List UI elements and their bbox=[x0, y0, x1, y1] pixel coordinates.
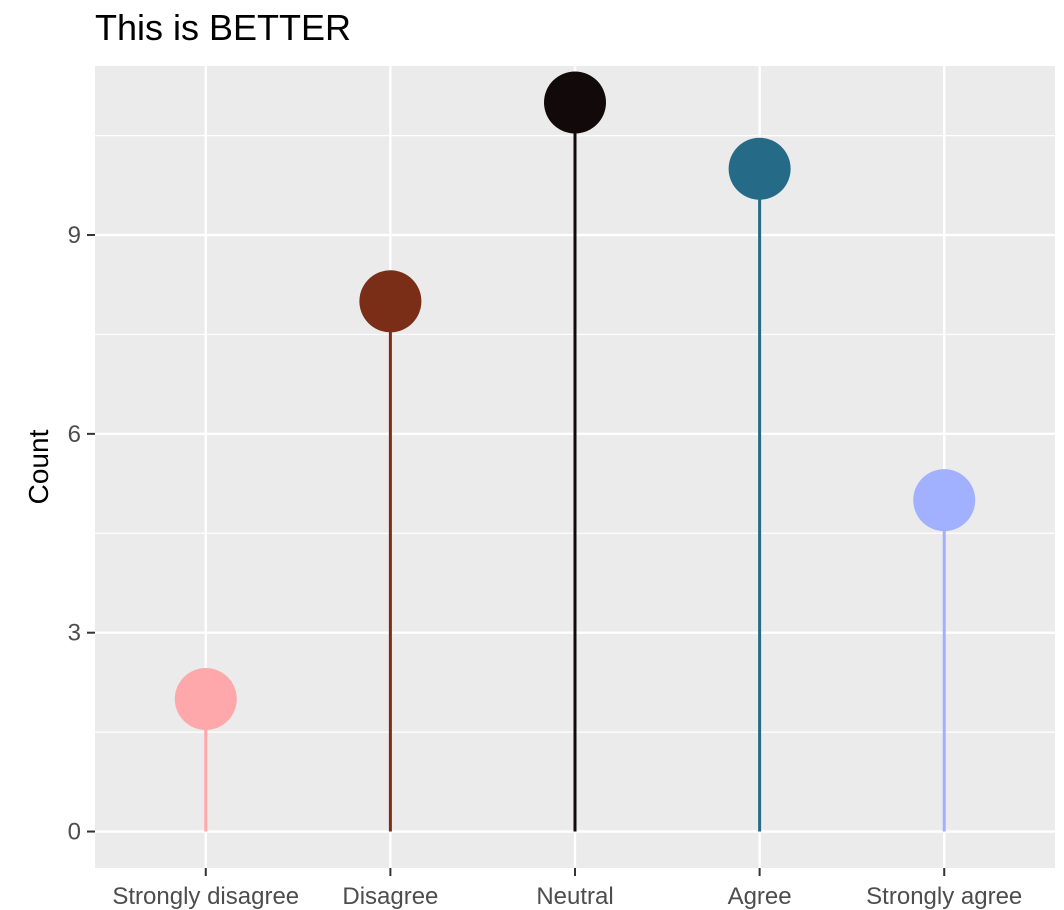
x-tick-label: Disagree bbox=[342, 883, 438, 910]
lollipop-point bbox=[728, 137, 791, 200]
x-tick-label: Strongly disagree bbox=[112, 883, 299, 910]
y-tick-label: 6 bbox=[68, 421, 81, 448]
chart-title: This is BETTER bbox=[95, 7, 351, 48]
y-tick-label: 3 bbox=[68, 620, 81, 647]
x-tick-label: Strongly agree bbox=[866, 883, 1022, 910]
lollipop-point bbox=[174, 667, 237, 730]
data-marks bbox=[174, 71, 976, 832]
axes: 0 3 6 9 Strongly disagree Disagree Neutral Agre… bbox=[68, 222, 1023, 910]
lollipop-point bbox=[544, 71, 606, 134]
x-tick-label: Agree bbox=[728, 883, 792, 910]
y-axis-label: Count bbox=[23, 429, 54, 504]
y-tick-label: 9 bbox=[68, 222, 81, 249]
lollipop-point bbox=[359, 270, 422, 333]
x-tick-label: Neutral bbox=[536, 883, 613, 910]
y-tick-label: 0 bbox=[68, 819, 81, 846]
lollipop-point bbox=[913, 469, 976, 532]
